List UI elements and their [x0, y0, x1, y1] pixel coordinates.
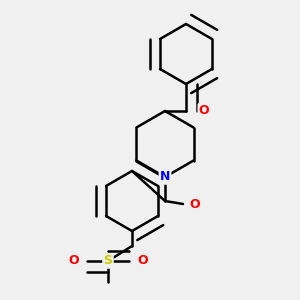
Text: O: O: [199, 104, 209, 118]
Text: S: S: [103, 254, 112, 268]
Text: N: N: [160, 170, 170, 184]
Text: O: O: [190, 197, 200, 211]
Text: O: O: [68, 254, 79, 268]
Text: O: O: [137, 254, 148, 268]
